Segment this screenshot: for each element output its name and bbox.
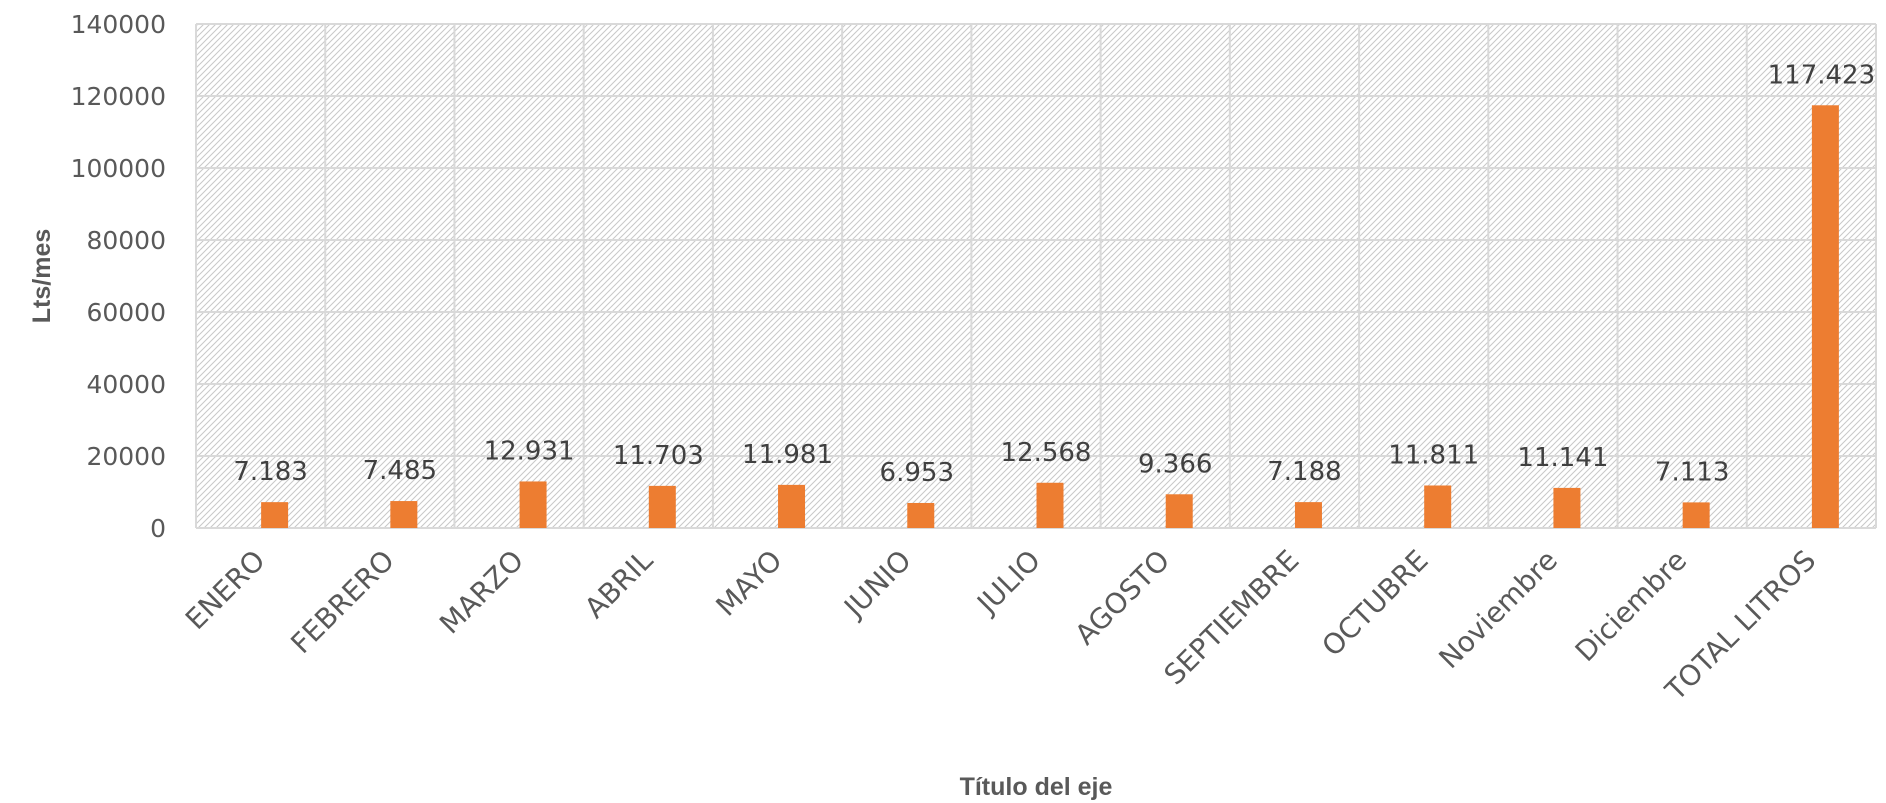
bar [1036, 482, 1064, 528]
bars [261, 105, 1839, 529]
data-label: 117.423 [1768, 60, 1876, 90]
data-label: 6.953 [880, 458, 954, 488]
x-tick-label: JUNIO [836, 544, 917, 625]
bar [1811, 105, 1839, 529]
data-label: 7.113 [1655, 457, 1729, 487]
bar [1553, 487, 1581, 528]
bar [519, 481, 547, 528]
bar [778, 484, 806, 528]
bar [1682, 502, 1710, 528]
plot-area [196, 24, 1876, 528]
x-tick-label: OCTUBRE [1315, 544, 1434, 663]
bar [261, 502, 289, 528]
x-axis-categories: ENERO FEBRERO MARZO ABRIL MAYO JUNIO JULIO AGOS… [179, 543, 1822, 707]
x-tick-label: MARZO [433, 544, 530, 641]
x-tick-label: JULIO [969, 544, 1047, 622]
x-tick-label: ABRIL [578, 543, 659, 624]
y-tick-label: 40000 [86, 370, 166, 399]
bar [907, 502, 935, 528]
data-label: 11.703 [613, 441, 704, 471]
x-tick-label: Diciembre [1569, 544, 1693, 668]
y-tick-label: 140000 [71, 10, 166, 39]
data-label: 12.931 [484, 436, 575, 466]
y-tick-label: 0 [150, 514, 166, 543]
data-label: 11.811 [1388, 440, 1479, 470]
y-tick-label: 20000 [86, 442, 166, 471]
bar [1294, 502, 1322, 528]
x-tick-label: FEBRERO [284, 544, 400, 660]
bar [1165, 494, 1193, 528]
data-label: 7.188 [1267, 457, 1341, 487]
x-tick-label: AGOSTO [1068, 544, 1176, 652]
bar [390, 501, 418, 528]
y-tick-label: 100000 [71, 154, 166, 183]
data-label: 11.981 [742, 440, 833, 470]
data-label: 12.568 [1001, 438, 1092, 468]
data-label: 11.141 [1517, 443, 1608, 473]
data-labels: 7.183 7.485 12.931 11.703 11.981 6.953 12.568 9… [233, 60, 1875, 488]
x-tick-label: MAYO [709, 544, 788, 623]
gridlines [195, 23, 1877, 529]
bar [1424, 485, 1452, 528]
data-label: 9.366 [1138, 449, 1212, 479]
data-label: 7.485 [363, 456, 437, 486]
x-tick-label: ENERO [179, 544, 272, 637]
y-tick-label: 60000 [86, 298, 166, 327]
bar [648, 485, 676, 528]
y-axis-title: Lts/mes [28, 229, 56, 323]
y-tick-label: 80000 [86, 226, 166, 255]
y-axis-ticks: 0 20000 40000 60000 80000 100000 120000 140000 [71, 10, 166, 543]
data-label: 7.183 [233, 457, 307, 487]
x-tick-label: Noviembre [1432, 544, 1563, 675]
y-tick-label: 120000 [71, 82, 166, 111]
x-tick-label: SEPTIEMBRE [1158, 544, 1306, 692]
x-axis-title: Título del eje [960, 773, 1113, 801]
